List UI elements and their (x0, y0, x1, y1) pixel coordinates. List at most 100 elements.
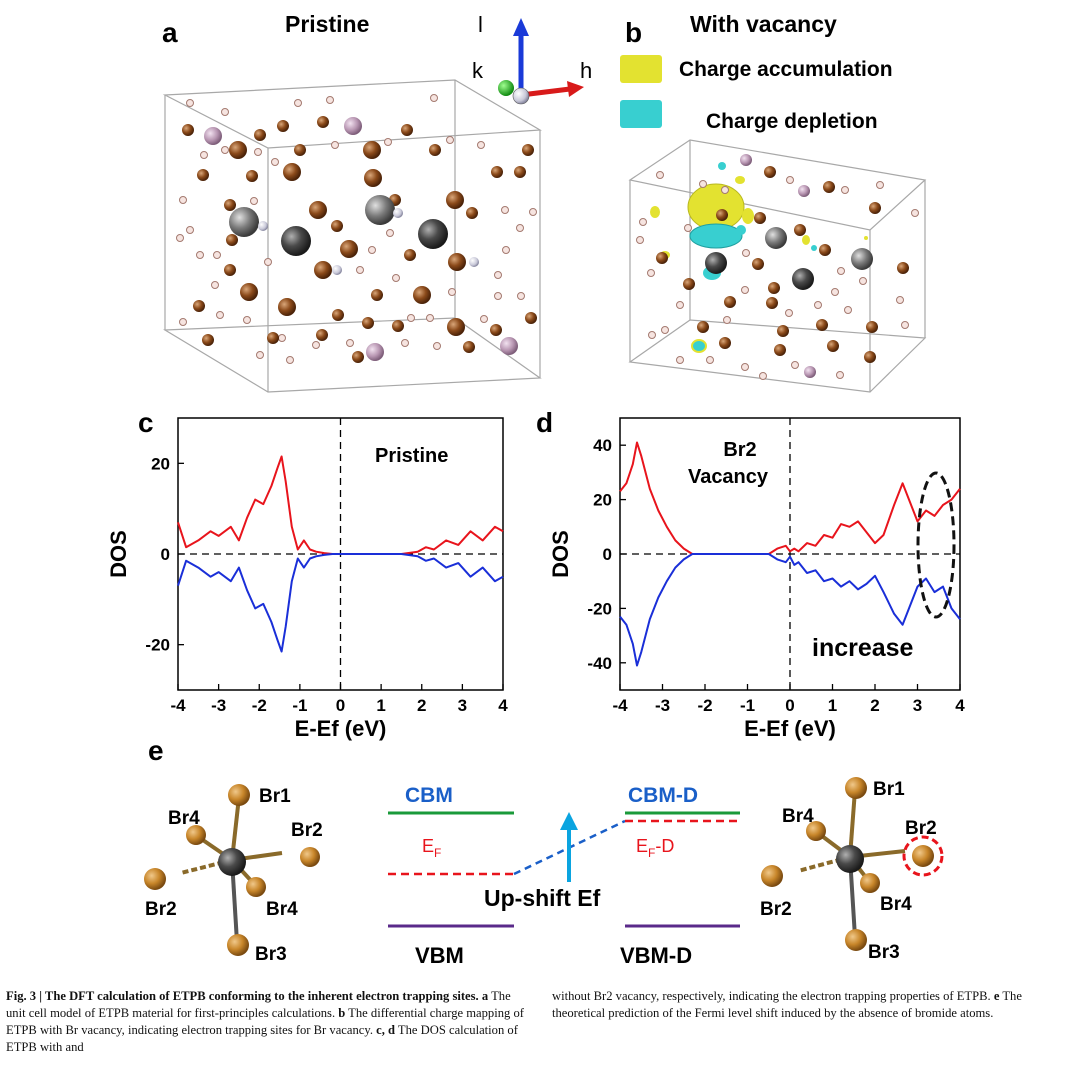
cs-atom (204, 127, 222, 145)
br-atom (226, 234, 238, 246)
br-atom (227, 934, 249, 956)
panel-a: a Pristine (162, 11, 542, 393)
y-tick-label: -20 (587, 599, 612, 618)
energy-level-diagram: CBM EF VBM CBM-D EF-D VBM-D Up-shift Ef (388, 784, 740, 968)
br-small-atom (836, 371, 844, 379)
br-atom (392, 320, 404, 332)
label-br3: Br3 (255, 944, 287, 965)
br-atom-vacancy (912, 845, 934, 867)
axis-l-label: l (478, 12, 483, 37)
label-br2-left: Br2 (145, 899, 177, 920)
br-small-atom (250, 197, 258, 205)
br-atom (314, 261, 332, 279)
br-small-atom (661, 326, 669, 334)
cs-atom (804, 366, 816, 378)
caption-b-tag: b (338, 1006, 346, 1020)
pb-atom (851, 248, 873, 270)
br-small-atom (721, 186, 729, 194)
pb-atom (281, 226, 311, 256)
br-atom (294, 144, 306, 156)
figure-caption-left: Fig. 3 | The DFT calculation of ETPB con… (6, 988, 526, 1056)
br-atom (254, 129, 266, 141)
br-atom (144, 868, 166, 890)
br-small-atom (477, 141, 485, 149)
unit-cell-box-a (162, 79, 542, 393)
br-atom (246, 170, 258, 182)
vbm-label: VBM (415, 943, 464, 968)
label-br2-right: Br2 (291, 820, 323, 841)
caption-cd-text: The DOS calculation of ETPB with and (6, 1023, 518, 1054)
up-shift-arrowhead (560, 812, 578, 830)
br-atom (761, 865, 783, 887)
br-small-atom (221, 108, 229, 116)
figure: a Pristine l k h b With vacancy Charge a… (106, 11, 965, 968)
br-atom (490, 324, 502, 336)
panel-b-title: With vacancy (690, 11, 837, 37)
h-atom (393, 208, 403, 218)
br-atom (823, 181, 835, 193)
caption-b-text: The differential charge mapping of ETPB … (6, 1006, 524, 1037)
br-small-atom (407, 314, 415, 322)
h-atom (258, 221, 268, 231)
br-atom (278, 298, 296, 316)
br-small-atom (901, 321, 909, 329)
y-tick-label: 40 (593, 436, 612, 455)
br-atom (352, 351, 364, 363)
br-atom (656, 252, 668, 264)
br-small-atom (356, 266, 364, 274)
pb-atom (218, 848, 246, 876)
br-small-atom (759, 372, 767, 380)
br-atom (860, 873, 880, 893)
br-small-atom (331, 141, 339, 149)
caption-a-tag: a (481, 989, 489, 1003)
pb-atom (705, 252, 727, 274)
br-atom (724, 296, 736, 308)
increase-highlight-ellipse (916, 471, 956, 619)
atoms-vacancy (636, 154, 919, 380)
br-atom (229, 141, 247, 159)
x-tick-label: 0 (785, 696, 794, 715)
br-small-atom (312, 341, 320, 349)
panel-b: b With vacancy Charge accumulation Charg… (620, 11, 927, 393)
br-small-atom (346, 339, 354, 347)
br-atom (228, 784, 250, 806)
legend-accumulation-swatch (620, 55, 662, 83)
dos-chart-pristine: -4 -3 -2 -1 0 1 2 3 4 20 0 -20 E-Ef (eV) DOS Pristine (106, 417, 508, 741)
vacancy-annotation: Vacancy (688, 466, 769, 488)
x-tick-label: 4 (955, 696, 965, 715)
x-tick-label: 4 (498, 696, 508, 715)
br-small-atom (216, 311, 224, 319)
br-small-atom (386, 229, 394, 237)
br-small-atom (176, 234, 184, 242)
up-shift-label: Up-shift Ef (484, 885, 601, 911)
axis-k-label: k (472, 58, 484, 83)
br-small-atom (254, 148, 262, 156)
br-atom (364, 169, 382, 187)
pb-atom (765, 227, 787, 249)
x-tick-label: -1 (292, 696, 307, 715)
br-small-atom (243, 316, 251, 324)
panel-c: c -4 -3 -2 -1 0 1 2 3 4 20 0 -20 E-Ef (eV) DOS Pristin… (106, 407, 508, 741)
br-small-atom (837, 267, 845, 275)
x-tick-label: 3 (913, 696, 922, 715)
br-small-atom (502, 246, 510, 254)
br-small-atom (529, 208, 537, 216)
br-atom (719, 337, 731, 349)
br-atom (466, 207, 478, 219)
figure-caption-right: without Br2 vacancy, respectively, indic… (552, 988, 1072, 1022)
br-atom (869, 202, 881, 214)
br-atom (246, 877, 266, 897)
pb-atom (365, 195, 395, 225)
br-atom (522, 144, 534, 156)
br-small-atom (676, 301, 684, 309)
cs-atom (344, 117, 362, 135)
br-atom (371, 289, 383, 301)
br-atom (816, 319, 828, 331)
pb-atom (229, 207, 259, 237)
br-atom (777, 325, 789, 337)
dos-chart-vacancy: -4 -3 -2 -1 0 1 2 3 4 40 20 0 -20 -40 E-Ef (eV) DOS Br2 V… (548, 417, 965, 741)
br-atom (362, 317, 374, 329)
cs-atom (740, 154, 752, 166)
br-atom (429, 144, 441, 156)
panel-d-letter: d (536, 407, 553, 438)
